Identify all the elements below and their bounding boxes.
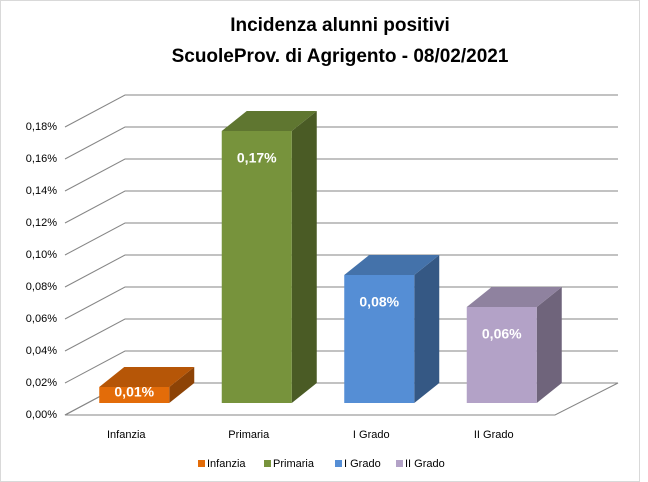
- grid-line: [64, 286, 618, 320]
- legend-swatch: [335, 460, 342, 467]
- legend-swatch: [264, 460, 271, 467]
- x-tick-label: Primaria: [228, 429, 270, 441]
- value-label: 0,01%: [114, 384, 154, 400]
- bar: [221, 131, 292, 403]
- chart-title: ScuoleProv. di Agrigento - 08/02/2021: [172, 46, 509, 67]
- bar-side: [291, 111, 317, 403]
- grid-line: [64, 94, 618, 128]
- grid-line: [64, 158, 618, 192]
- grid-line: [64, 318, 618, 352]
- bar-top: [221, 111, 317, 131]
- y-tick-label: 0,02%: [26, 377, 57, 389]
- y-tick-label: 0,04%: [26, 345, 57, 357]
- grid-line: [64, 126, 618, 160]
- bar-top: [99, 367, 195, 387]
- legend-label: Infanzia: [207, 458, 246, 470]
- legend-label: Primaria: [273, 458, 315, 470]
- y-tick-label: 0,06%: [26, 313, 57, 325]
- x-tick-label: Infanzia: [107, 429, 146, 441]
- bar-side: [414, 255, 440, 403]
- y-tick-label: 0,14%: [26, 185, 57, 197]
- value-label: 0,17%: [237, 150, 277, 166]
- bar-side: [169, 367, 195, 403]
- y-tick-label: 0,00%: [26, 409, 57, 421]
- x-tick-label: II Grado: [474, 429, 514, 441]
- y-tick-label: 0,16%: [26, 153, 57, 165]
- bar-top: [466, 287, 562, 307]
- chart-title: Incidenza alunni positivi: [230, 15, 450, 36]
- grid-line: [64, 350, 618, 384]
- grid-line: [64, 254, 618, 288]
- y-tick-label: 0,10%: [26, 249, 57, 261]
- bar: [466, 307, 537, 403]
- value-label: 0,08%: [359, 294, 399, 310]
- bar: [344, 275, 415, 403]
- legend-label: I Grado: [344, 458, 381, 470]
- bar-top: [344, 255, 440, 275]
- grid-line: [64, 190, 618, 224]
- value-label: 0,06%: [482, 326, 522, 342]
- y-tick-label: 0,18%: [26, 121, 57, 133]
- grid-line: [64, 222, 618, 256]
- y-tick-label: 0,08%: [26, 281, 57, 293]
- bar: [99, 387, 170, 403]
- legend-label: II Grado: [405, 458, 445, 470]
- legend-swatch: [198, 460, 205, 467]
- bar-side: [536, 287, 562, 403]
- legend-swatch: [396, 460, 403, 467]
- x-tick-label: I Grado: [353, 429, 390, 441]
- y-tick-label: 0,12%: [26, 217, 57, 229]
